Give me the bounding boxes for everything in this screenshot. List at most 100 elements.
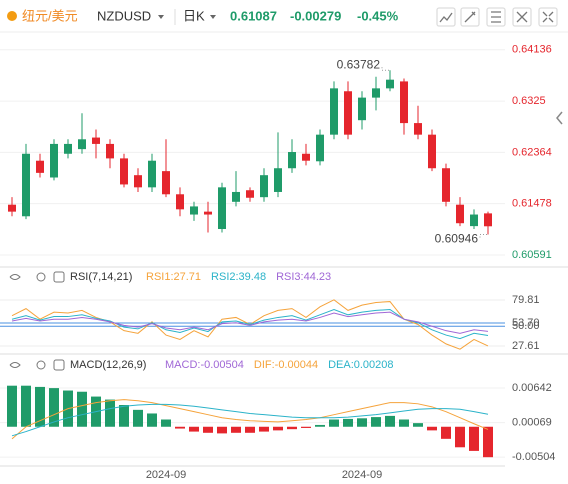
y-tick-label: 27.61 xyxy=(512,340,540,352)
histogram-bar xyxy=(371,417,381,427)
candle-body xyxy=(246,190,254,198)
collapse-arrow[interactable] xyxy=(556,111,563,125)
y-tick-label: -0.00504 xyxy=(512,451,555,463)
candle-body xyxy=(274,168,282,192)
candle-body xyxy=(148,160,156,188)
histogram-bar xyxy=(301,426,311,428)
histogram-bar xyxy=(21,385,31,427)
change-pct: -0.45% xyxy=(357,8,399,23)
histogram-bar xyxy=(399,419,409,427)
eye-icon[interactable] xyxy=(9,274,21,280)
symbol-code[interactable]: NZDUSD xyxy=(97,8,151,23)
legend-entry: MACD:-0.00504 xyxy=(165,359,244,371)
legend-entry: DIF:-0.00044 xyxy=(254,359,318,371)
candle-body xyxy=(106,143,114,159)
histogram-bar xyxy=(413,423,423,427)
y-tick-label: 0.60591 xyxy=(512,249,552,261)
candle-body xyxy=(64,143,72,154)
candle-body xyxy=(8,204,16,212)
candle-body xyxy=(358,97,366,121)
indicator-title: MACD(12,26,9) xyxy=(70,359,146,371)
histogram-bar xyxy=(315,424,325,427)
indicator-line xyxy=(11,311,489,334)
indicator-line xyxy=(11,403,489,437)
candle-body xyxy=(232,191,240,202)
indicator-title: RSI(7,14,21) xyxy=(70,271,132,283)
period[interactable]: 日K xyxy=(183,8,205,23)
histogram-bar xyxy=(7,385,17,427)
checkbox[interactable] xyxy=(53,359,65,371)
y-tick-label: 0.64136 xyxy=(512,44,552,56)
icon-button[interactable] xyxy=(486,7,506,27)
y-tick-label: 50.00 xyxy=(512,320,540,332)
histogram-bar xyxy=(49,388,59,427)
dropdown-caret[interactable] xyxy=(158,15,164,19)
icon-button[interactable] xyxy=(460,7,480,27)
legend-entry: RSI1:27.71 xyxy=(146,271,201,283)
candle-body xyxy=(484,213,492,227)
y-tick-label: 0.6325 xyxy=(512,95,546,107)
histogram-bar xyxy=(455,426,465,448)
candle-body xyxy=(428,134,436,169)
histogram-bar xyxy=(469,426,479,451)
icon-button[interactable] xyxy=(436,7,456,27)
legend-entry: RSI2:39.48 xyxy=(211,271,266,283)
histogram-bar xyxy=(161,419,171,427)
candle-body xyxy=(302,153,310,161)
y-tick-label: 0.62364 xyxy=(512,146,552,158)
candle-body xyxy=(50,143,58,178)
histogram-bar xyxy=(231,426,241,433)
y-tick-label: 0.00069 xyxy=(512,416,552,428)
dropdown-caret[interactable] xyxy=(210,15,216,19)
histogram-bar xyxy=(175,426,185,429)
eye-icon[interactable] xyxy=(9,362,21,368)
symbol-name[interactable]: 纽元/美元 xyxy=(22,8,78,23)
candle-body xyxy=(344,91,352,135)
gear-icon[interactable] xyxy=(36,272,46,282)
candle-body xyxy=(204,211,212,215)
histogram-bar xyxy=(203,426,213,433)
candle-body xyxy=(456,204,464,224)
legend-entry: RSI3:44.23 xyxy=(276,271,331,283)
y-tick-label: 53.70 xyxy=(512,317,540,329)
histogram-bar xyxy=(427,426,437,431)
candle-body xyxy=(330,88,338,135)
checkbox[interactable] xyxy=(53,271,65,283)
histogram-bar xyxy=(119,405,129,427)
histogram-bar xyxy=(77,391,87,427)
candle-body xyxy=(78,139,86,150)
icon-button[interactable] xyxy=(538,7,558,27)
candle-body xyxy=(414,123,422,135)
candle-body xyxy=(176,194,184,210)
histogram-bar xyxy=(259,426,269,432)
extreme-label: 0.63782 xyxy=(337,57,381,71)
histogram-bar xyxy=(105,399,115,427)
histogram-bar xyxy=(273,426,283,431)
legend-entry: DEA:0.00208 xyxy=(328,359,393,371)
icon-button[interactable] xyxy=(512,7,532,27)
histogram-bar xyxy=(483,426,493,458)
gear-icon[interactable] xyxy=(36,360,46,370)
toolbar-icons xyxy=(436,7,558,27)
x-tick-label: 2024-09 xyxy=(146,469,186,481)
candle-body xyxy=(316,134,324,162)
y-tick-label: 0.00642 xyxy=(512,382,552,394)
histogram-bar xyxy=(217,426,227,434)
histogram-bar xyxy=(329,419,339,427)
leader-line xyxy=(479,233,487,240)
symbol-icon xyxy=(7,11,17,21)
histogram-bar xyxy=(441,426,451,439)
price: 0.61087 xyxy=(230,8,277,23)
histogram-bar xyxy=(357,418,367,427)
histogram-bar xyxy=(343,418,353,427)
candle-body xyxy=(442,168,450,202)
histogram-bar xyxy=(385,415,395,427)
histogram-bar xyxy=(147,413,157,427)
histogram-bar xyxy=(287,426,297,430)
candle-body xyxy=(470,214,478,227)
candle-body xyxy=(162,171,170,195)
candle-body xyxy=(36,160,44,173)
y-tick-label: 0.61478 xyxy=(512,198,552,210)
candle-body xyxy=(400,81,408,124)
